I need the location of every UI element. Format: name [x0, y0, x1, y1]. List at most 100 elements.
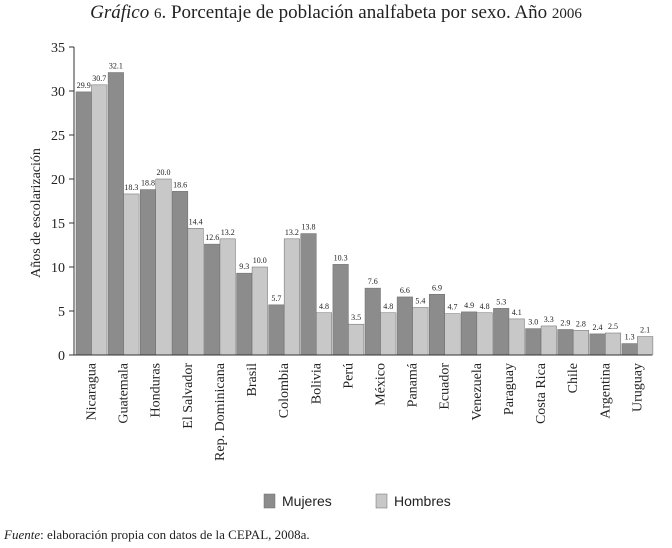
data-label: 4.8 — [383, 302, 393, 311]
y-tick-label: 35 — [51, 41, 65, 56]
data-label: 1.3 — [625, 333, 635, 342]
bar-hombres — [283, 238, 300, 356]
data-label: 9.3 — [239, 262, 249, 271]
data-label: 3.5 — [351, 313, 361, 322]
bar-hombres — [572, 330, 589, 356]
x-tick-label: Perú — [341, 363, 356, 389]
bar-hombres — [444, 313, 461, 356]
data-label: 29.9 — [77, 81, 91, 90]
data-label: 3.3 — [544, 315, 554, 324]
title-year: 2006 — [551, 6, 582, 22]
bar-hombres — [123, 193, 140, 356]
data-label: 13.8 — [302, 223, 316, 232]
data-label: 6.6 — [400, 286, 410, 295]
x-tick-label: Venezuela — [470, 362, 485, 420]
bar-hombres — [476, 312, 493, 356]
bar-hombres — [155, 178, 172, 356]
data-label: 3.0 — [528, 318, 538, 327]
x-tick-label: Paraguay — [502, 363, 517, 415]
bar-mujeres — [268, 304, 285, 356]
bar-mujeres — [364, 287, 381, 356]
bar-mujeres — [236, 272, 253, 356]
y-axis-label: Años de escolarización — [29, 148, 44, 278]
data-label: 14.4 — [189, 217, 203, 226]
data-label: 4.8 — [319, 302, 329, 311]
data-label: 10.0 — [253, 256, 267, 265]
title-text: . Porcentaje de población analfabeta por… — [161, 2, 552, 23]
source-label: Fuente — [4, 527, 41, 542]
x-tick-label: Costa Rica — [534, 362, 549, 424]
y-tick-label: 20 — [51, 173, 65, 188]
x-tick-label: Honduras — [149, 363, 164, 417]
bar-hombres — [316, 312, 333, 356]
title-prefix: Gráfico — [90, 2, 150, 23]
data-label: 4.1 — [512, 308, 522, 317]
data-label: 4.9 — [464, 301, 474, 310]
bar-hombres — [219, 238, 236, 356]
x-tick-label: Uruguay — [630, 363, 645, 412]
x-tick-label: Argentina — [598, 362, 613, 419]
x-tick-label: México — [374, 363, 389, 406]
y-tick-label: 25 — [51, 129, 65, 144]
data-label: 5.3 — [496, 297, 506, 306]
bar-mujeres — [172, 191, 189, 356]
bar-hombres — [540, 325, 557, 356]
data-label: 2.4 — [593, 323, 603, 332]
bar-hombres — [637, 336, 654, 356]
data-label: 5.7 — [271, 294, 281, 303]
bar-hombres — [605, 332, 622, 356]
x-tick-label: Brasil — [245, 363, 260, 397]
data-label: 7.6 — [368, 277, 378, 286]
bars: 29.930.732.118.3 18.820.018.614.412.613.2… — [75, 62, 654, 356]
bar-mujeres — [75, 91, 92, 356]
bar-mujeres — [107, 72, 124, 356]
bar-mujeres — [589, 333, 606, 356]
data-label: 5.4 — [415, 296, 425, 305]
bar-mujeres — [493, 308, 510, 356]
bar-hombres — [251, 266, 268, 356]
source-note: Fuente: elaboración propia con datos de … — [4, 527, 310, 543]
data-label: 4.8 — [480, 302, 490, 311]
bar-mujeres — [428, 294, 445, 356]
legend-swatch-hombres — [375, 493, 388, 509]
legend: Mujeres Hombres — [263, 493, 451, 509]
bar-mujeres — [525, 328, 542, 356]
x-tick-label: Chile — [566, 363, 581, 393]
data-label: 10.3 — [334, 253, 348, 262]
y-tick-label: 5 — [58, 305, 65, 320]
title-number: 6 — [153, 6, 162, 22]
x-tick-label: El Salvador — [181, 363, 196, 429]
x-tick-label: Rep. Dominicana — [213, 362, 228, 461]
chart-title: Gráfico 6. Porcentaje de población analf… — [0, 2, 672, 24]
x-axis: Nicaragua Guatemala Honduras El Salvador Rep… — [74, 354, 652, 461]
bar-mujeres — [139, 189, 156, 356]
y-tick-label: 10 — [51, 261, 65, 276]
bar-hombres — [187, 228, 204, 356]
bar-mujeres — [557, 329, 574, 356]
data-label: 13.2 — [221, 228, 235, 237]
bar-hombres — [380, 312, 397, 356]
data-label: 2.1 — [640, 326, 650, 335]
bar-hombres — [348, 323, 365, 356]
y-tick-label: 0 — [58, 349, 65, 364]
x-tick-label: Colombia — [277, 362, 292, 418]
bar-mujeres — [621, 343, 638, 356]
data-label: 4.7 — [447, 303, 457, 312]
data-label: 2.9 — [560, 318, 570, 327]
x-tick-label: Nicaragua — [85, 362, 100, 420]
bar-mujeres — [300, 233, 317, 356]
bar-mujeres — [204, 243, 221, 356]
data-label: 18.3 — [124, 183, 138, 192]
x-tick-label: Bolivia — [309, 362, 324, 404]
data-label: 6.9 — [432, 283, 442, 292]
legend-label-hombres: Hombres — [394, 493, 451, 509]
data-label: 18.6 — [173, 180, 187, 189]
x-tick-label: Guatemala — [117, 362, 132, 423]
bar-hombres — [508, 318, 525, 356]
bar-hombres — [91, 84, 108, 356]
bar-hombres — [412, 307, 429, 356]
bar-mujeres — [461, 311, 478, 356]
data-label: 30.7 — [92, 74, 106, 83]
data-label: 32.1 — [109, 62, 123, 71]
